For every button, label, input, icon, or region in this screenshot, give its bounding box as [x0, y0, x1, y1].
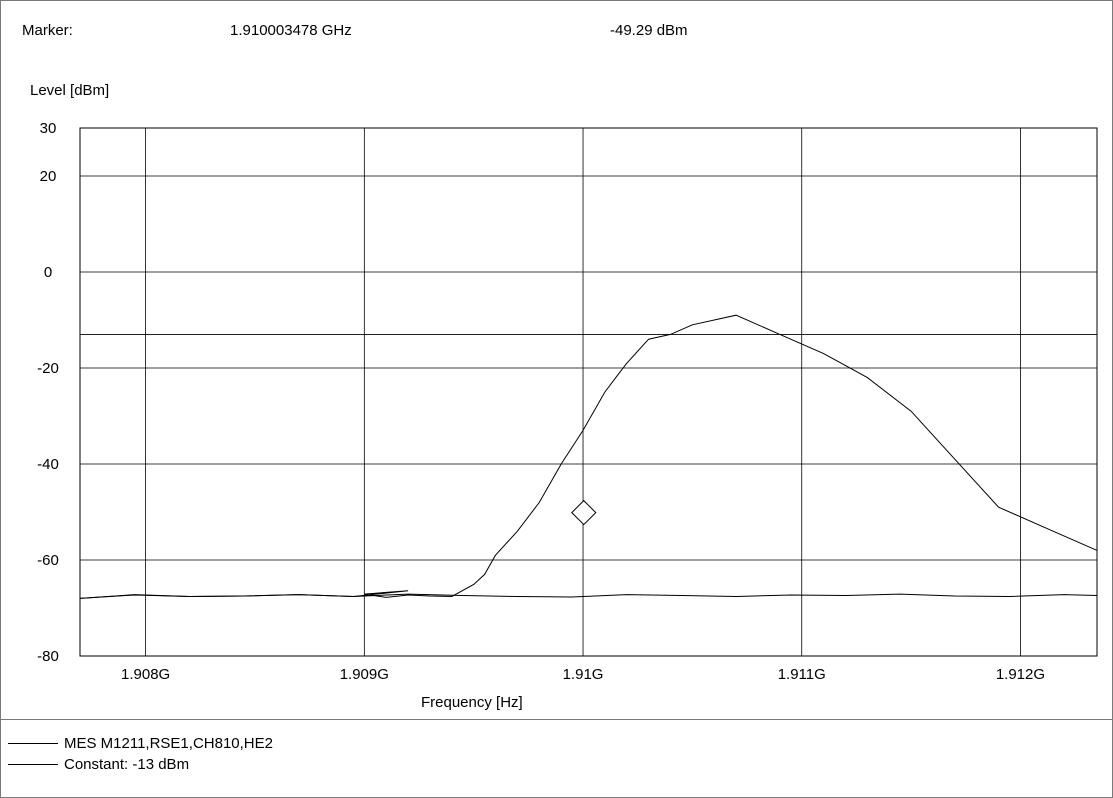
- y-tick-label: -40: [37, 456, 59, 473]
- series-line-1: [79, 314, 1098, 599]
- legend-label: Constant: -13 dBm: [64, 756, 190, 773]
- x-tick-label: 1.908G: [121, 666, 170, 683]
- y-axis-label: Level [dBm]: [30, 82, 110, 99]
- x-tick-label: 1.909G: [340, 666, 389, 683]
- y-tick-label: -80: [37, 648, 59, 665]
- marker-label: Marker:: [22, 22, 73, 39]
- legend-label: MES M1211,RSE1,CH810,HE2: [64, 735, 273, 752]
- legend-line-icon: [8, 764, 58, 765]
- legend-separator: [0, 719, 1112, 720]
- legend-item-measurement: MES M1211,RSE1,CH810,HE2: [8, 735, 273, 752]
- legend-item-constant: Constant: -13 dBm: [8, 756, 189, 773]
- y-tick-label: 20: [40, 168, 57, 185]
- x-tick-label: 1.91G: [563, 666, 604, 683]
- y-tick-label: 0: [44, 264, 52, 281]
- x-tick-label: 1.912G: [996, 666, 1045, 683]
- y-tick-label: -60: [37, 552, 59, 569]
- marker-frequency: 1.910003478 GHz: [230, 22, 352, 39]
- x-axis-label: Frequency [Hz]: [421, 694, 523, 711]
- plot-area-border: [79, 127, 1098, 657]
- marker-diamond-icon: [571, 499, 597, 526]
- marker-level: -49.29 dBm: [610, 22, 688, 39]
- legend-line-icon: [8, 743, 58, 744]
- x-tick-label: 1.911G: [778, 666, 826, 683]
- y-tick-label: -20: [37, 360, 59, 377]
- y-tick-label: 30: [40, 120, 57, 137]
